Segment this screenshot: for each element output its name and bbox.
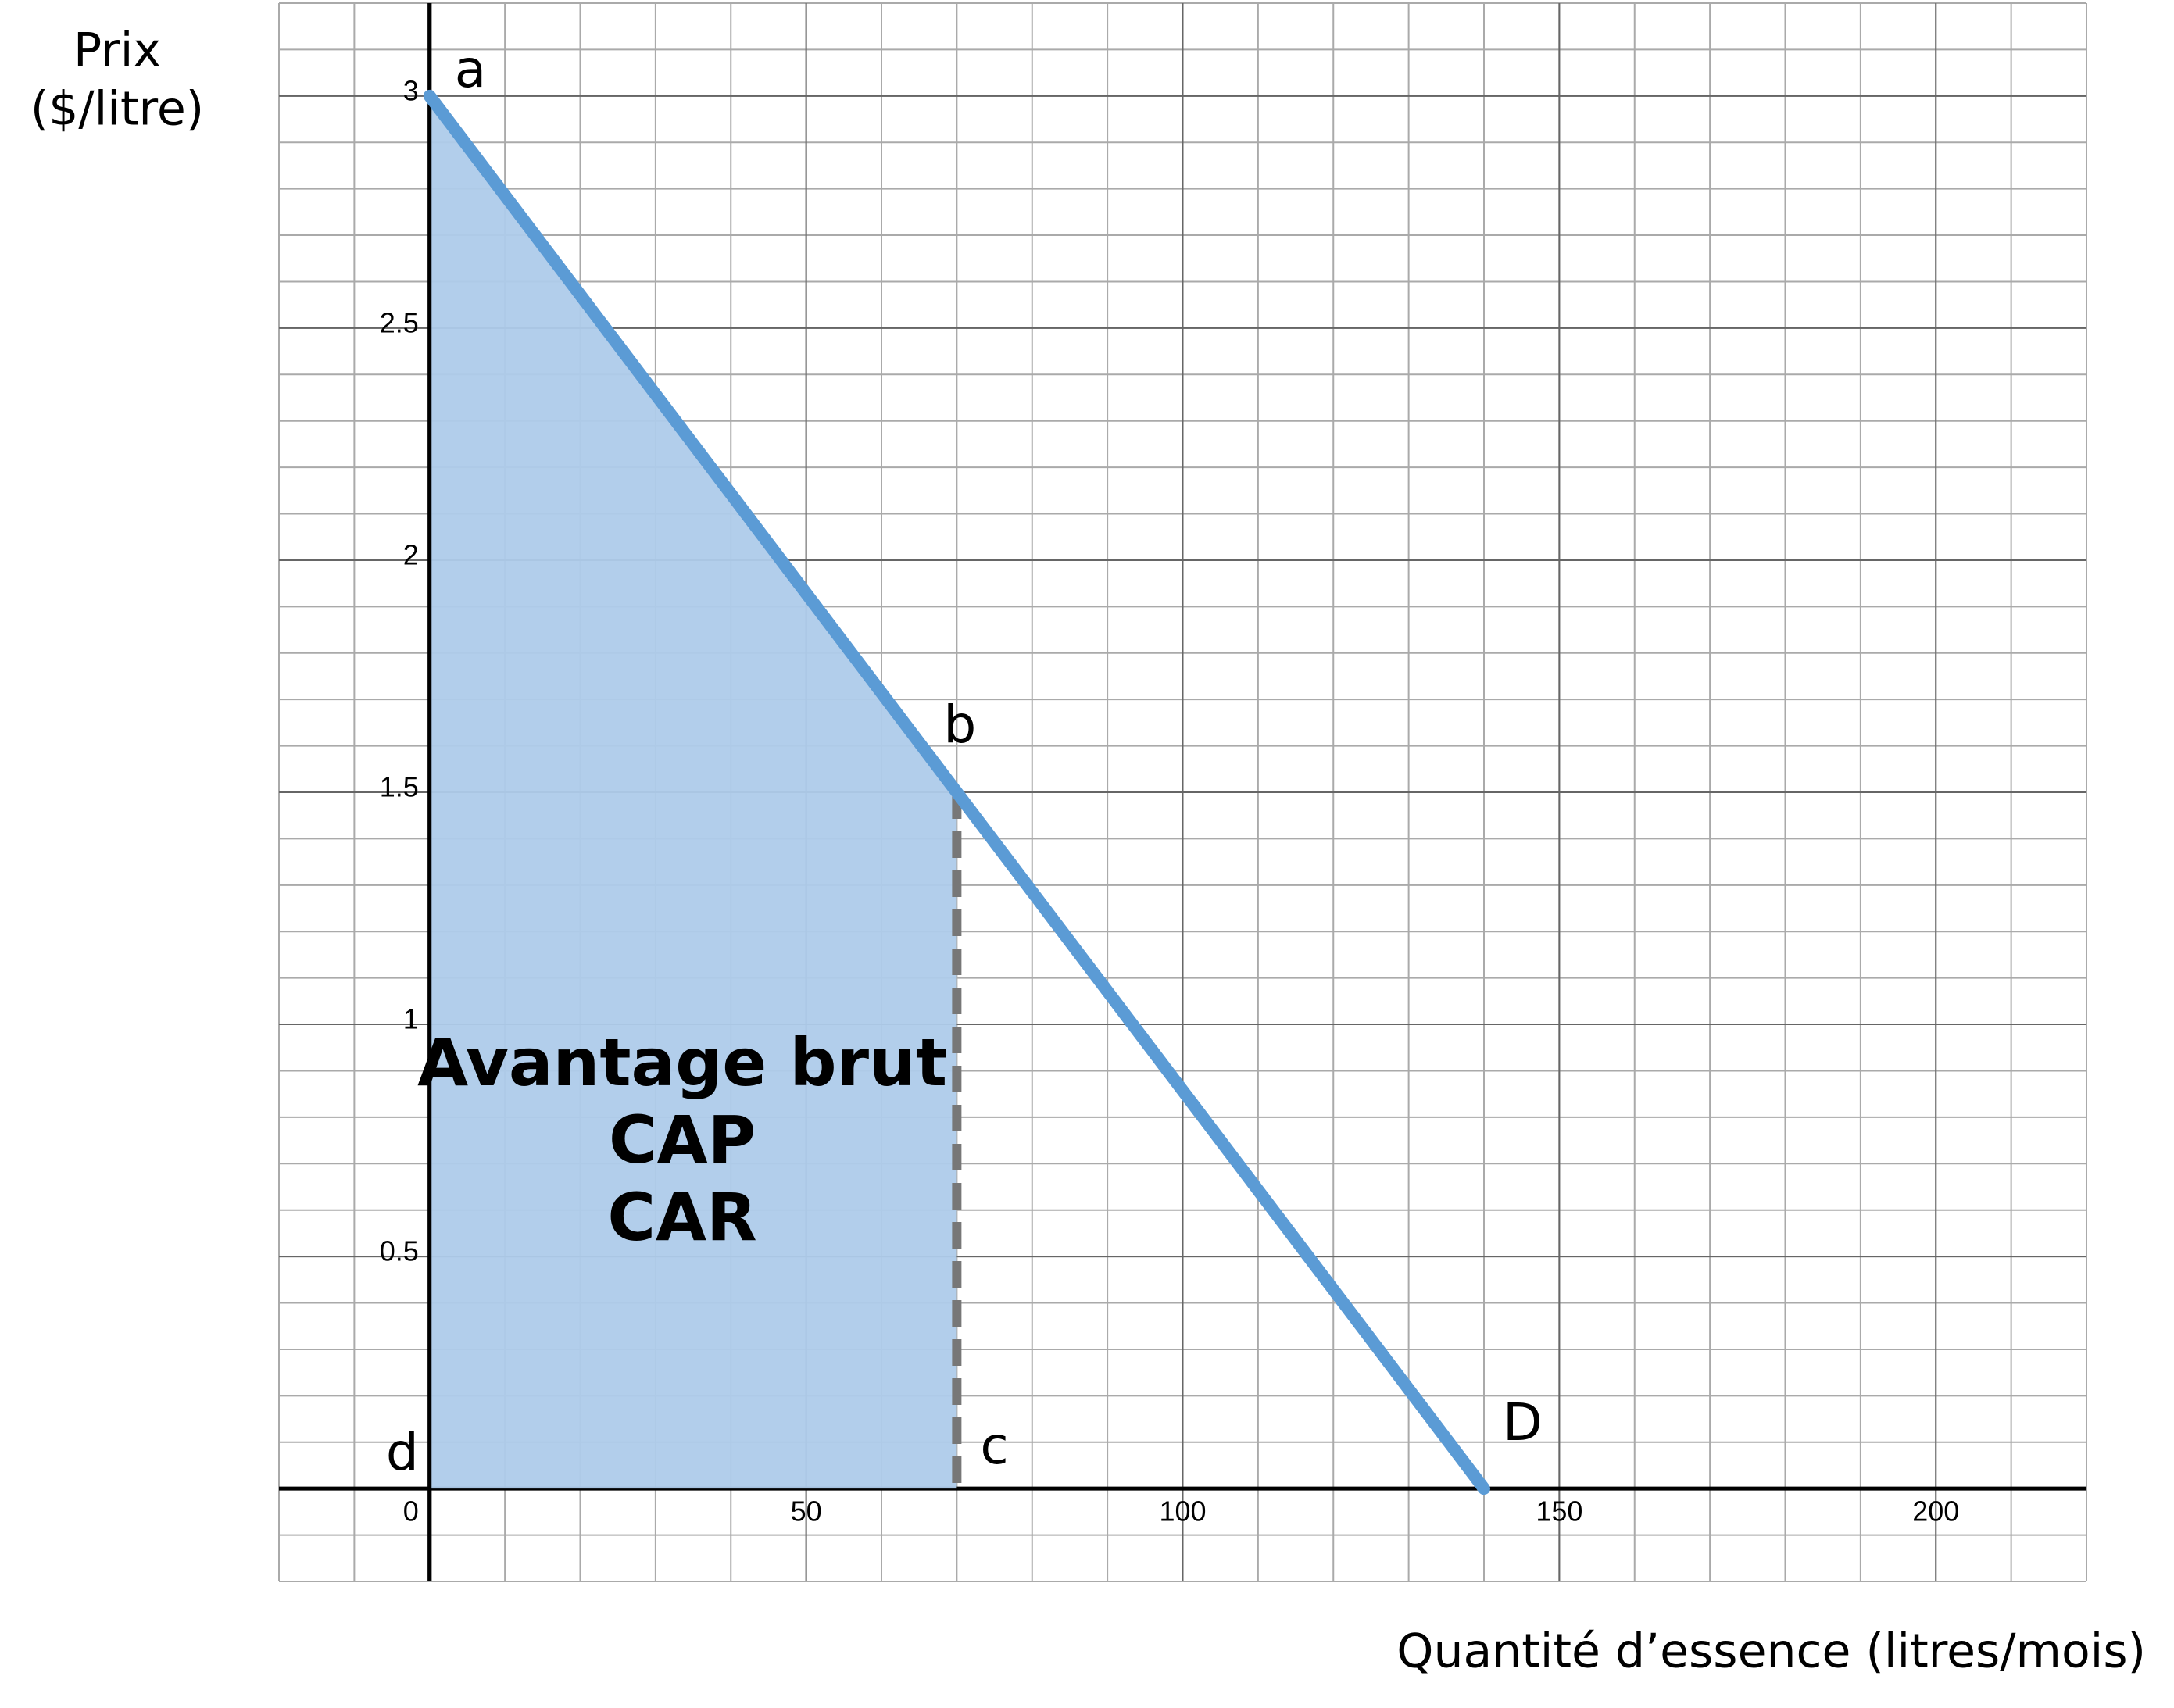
y-tick-label: 2: [403, 538, 419, 570]
y-tick-label: 1: [403, 1003, 419, 1035]
point-label: a: [455, 39, 486, 99]
point-label: b: [943, 695, 976, 755]
x-tick-label: 100: [1159, 1495, 1206, 1528]
point-label: c: [980, 1416, 1008, 1476]
point-label: D: [1503, 1392, 1543, 1453]
x-tick-label: 150: [1536, 1495, 1582, 1528]
y-tick-label: 3: [403, 74, 419, 106]
y-axis-label: ($/litre): [30, 82, 204, 137]
y-axis-label: Prix: [73, 23, 161, 78]
y-tick-label: 0.5: [380, 1235, 419, 1267]
shaded-area: [429, 95, 957, 1489]
area-label: Avantage brut: [417, 1024, 947, 1101]
area-label: CAR: [607, 1179, 756, 1256]
x-tick-label: 50: [791, 1495, 822, 1528]
x-tick-label: 200: [1912, 1495, 1959, 1528]
demand-line: [423, 89, 1490, 1495]
area-label: CAP: [609, 1102, 756, 1178]
point-label: d: [386, 1422, 419, 1482]
x-tick-label: 0: [403, 1495, 419, 1528]
x-axis-label: Quantité d’essence (litres/mois): [1396, 1624, 2146, 1679]
y-tick-label: 1.5: [380, 771, 419, 803]
y-tick-label: 2.5: [380, 306, 419, 338]
